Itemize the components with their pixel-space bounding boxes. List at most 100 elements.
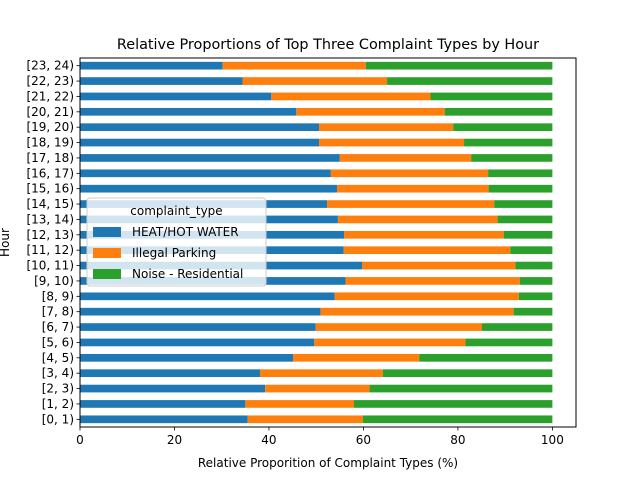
chart-title: Relative Proportions of Top Three Compla… bbox=[117, 37, 539, 53]
bar-1-0 bbox=[80, 415, 248, 424]
bar-1-7 bbox=[80, 307, 321, 316]
bar-1-4 bbox=[80, 353, 294, 362]
bar-2-4 bbox=[293, 353, 420, 362]
bar-2-5 bbox=[314, 338, 466, 347]
y-tick-label: [10, 11) bbox=[26, 259, 74, 273]
bar-3-21 bbox=[430, 92, 553, 101]
bar-1-18 bbox=[80, 138, 320, 147]
y-tick-label: [21, 22) bbox=[26, 89, 74, 103]
y-tick-label: [19, 20) bbox=[26, 120, 74, 134]
legend-swatch-3 bbox=[93, 269, 121, 279]
bar-3-8 bbox=[518, 292, 553, 301]
legend-box bbox=[86, 197, 267, 287]
bar-3-10 bbox=[515, 261, 553, 270]
bar-1-19 bbox=[80, 123, 320, 132]
legend-label-2: Illegal Parking bbox=[132, 246, 216, 260]
y-tick-label: [16, 17) bbox=[26, 166, 74, 180]
bar-1-6 bbox=[80, 323, 316, 331]
bar-1-20 bbox=[80, 107, 297, 116]
y-axis-label: Hour bbox=[0, 228, 12, 257]
bar-2-11 bbox=[343, 246, 511, 255]
legend-swatch-1 bbox=[93, 227, 121, 237]
bar-2-14 bbox=[327, 200, 495, 208]
bar-2-16 bbox=[330, 169, 489, 178]
legend-swatch-2 bbox=[93, 248, 121, 258]
bar-3-2 bbox=[369, 384, 553, 393]
bar-2-1 bbox=[245, 400, 354, 408]
x-tick-label: 100 bbox=[541, 433, 564, 447]
y-tick-label: [14, 15) bbox=[26, 197, 74, 211]
x-tick-label: 40 bbox=[261, 433, 276, 447]
bar-3-1 bbox=[353, 400, 553, 408]
bar-1-5 bbox=[80, 338, 315, 347]
y-tick-label: [2, 3) bbox=[42, 382, 74, 396]
bar-3-23 bbox=[365, 61, 553, 70]
bar-2-2 bbox=[265, 384, 370, 393]
bar-2-18 bbox=[319, 138, 465, 147]
bar-2-21 bbox=[271, 92, 431, 101]
bar-3-17 bbox=[471, 154, 553, 162]
bar-3-9 bbox=[519, 277, 553, 285]
bar-3-4 bbox=[419, 353, 553, 362]
y-tick-label: [5, 6) bbox=[42, 335, 74, 349]
y-tick-label: [18, 19) bbox=[26, 136, 74, 150]
x-tick-label: 20 bbox=[167, 433, 182, 447]
x-tick-label: 0 bbox=[76, 433, 84, 447]
y-tick-label: [3, 4) bbox=[42, 366, 74, 380]
bar-1-1 bbox=[80, 400, 246, 408]
y-tick-label: [13, 14) bbox=[26, 212, 74, 226]
legend: complaint_type HEAT/HOT WATER Illegal Par… bbox=[86, 197, 267, 287]
bar-1-16 bbox=[80, 169, 331, 178]
y-tick-label: [20, 21) bbox=[26, 105, 74, 119]
y-tick-label: [4, 5) bbox=[42, 351, 74, 365]
bar-1-8 bbox=[80, 292, 335, 301]
x-tick-label: 60 bbox=[356, 433, 371, 447]
bar-3-3 bbox=[382, 369, 553, 378]
bar-1-2 bbox=[80, 384, 266, 393]
bar-3-12 bbox=[503, 230, 553, 239]
bar-3-11 bbox=[510, 246, 553, 255]
bar-3-14 bbox=[494, 200, 553, 208]
bar-2-7 bbox=[320, 307, 514, 316]
y-tick-label: [1, 2) bbox=[42, 397, 74, 411]
y-tick-label: [22, 23) bbox=[26, 74, 74, 88]
bar-1-23 bbox=[80, 61, 223, 70]
y-tick-label: [0, 1) bbox=[42, 412, 74, 426]
bar-3-7 bbox=[513, 307, 553, 316]
legend-label-1: HEAT/HOT WATER bbox=[132, 225, 239, 239]
y-tick-label: [23, 24) bbox=[26, 59, 74, 73]
y-tick-label: [15, 16) bbox=[26, 182, 74, 196]
y-tick-label: [11, 12) bbox=[26, 243, 74, 257]
bar-1-3 bbox=[80, 369, 260, 378]
bar-1-15 bbox=[80, 184, 337, 193]
x-tick-label: 80 bbox=[450, 433, 465, 447]
bar-2-20 bbox=[296, 107, 445, 116]
bar-2-0 bbox=[247, 415, 363, 424]
bar-3-5 bbox=[465, 338, 553, 347]
y-tick-label: [9, 10) bbox=[34, 274, 74, 288]
legend-title: complaint_type bbox=[130, 204, 222, 218]
bar-2-12 bbox=[344, 230, 504, 239]
y-tick-label: [8, 9) bbox=[42, 289, 74, 303]
legend-label-3: Noise - Residential bbox=[132, 267, 243, 281]
bar-2-23 bbox=[222, 61, 366, 70]
bar-2-9 bbox=[345, 277, 520, 285]
bar-2-19 bbox=[319, 123, 454, 132]
bar-3-18 bbox=[464, 138, 553, 147]
bar-3-16 bbox=[488, 169, 553, 178]
y-axis: [0, 1)[1, 2)[2, 3) [3, 4)[4, 5) [5, 6)[6, … bbox=[26, 59, 80, 426]
y-tick-label: [7, 8) bbox=[42, 305, 74, 319]
bar-1-21 bbox=[80, 92, 272, 101]
bar-3-15 bbox=[488, 184, 553, 193]
bar-1-17 bbox=[80, 154, 340, 162]
bar-3-0 bbox=[362, 415, 553, 424]
y-tick-label: [17, 18) bbox=[26, 151, 74, 165]
x-axis: 0 20 40 60 80 100 bbox=[76, 427, 564, 447]
bar-2-8 bbox=[334, 292, 519, 301]
bar-2-3 bbox=[259, 369, 383, 378]
bar-2-17 bbox=[339, 154, 472, 162]
bar-3-13 bbox=[497, 215, 553, 224]
bar-2-13 bbox=[337, 215, 498, 224]
plot-frame bbox=[79, 57, 577, 428]
